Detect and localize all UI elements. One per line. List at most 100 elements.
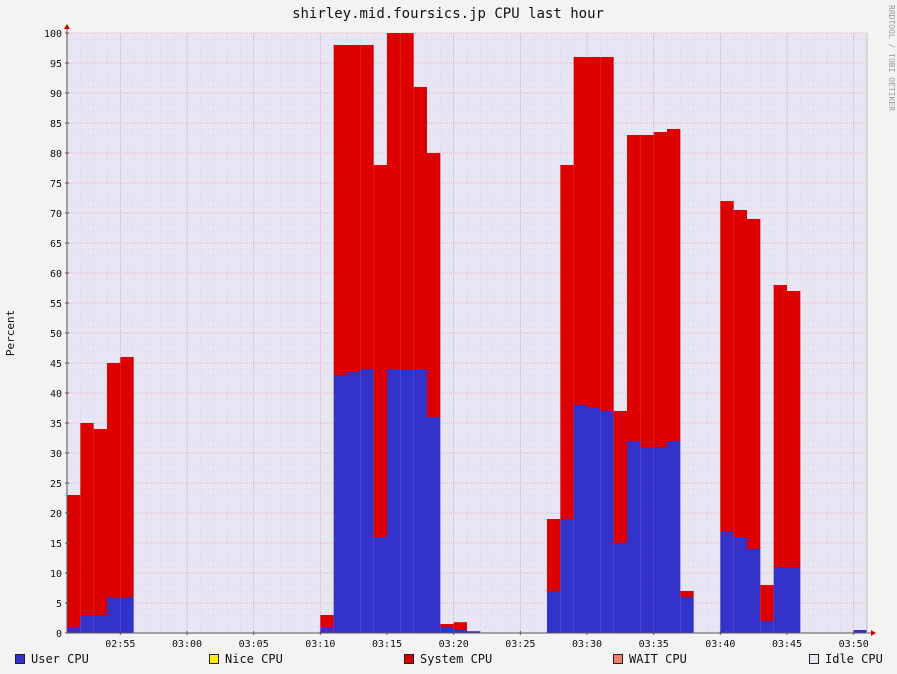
system-cpu-bar bbox=[67, 495, 81, 627]
x-tick-label: 03:25 bbox=[505, 639, 535, 648]
user-cpu-bar bbox=[773, 567, 787, 633]
user-cpu-bar bbox=[640, 447, 654, 633]
x-tick-label: 03:20 bbox=[439, 639, 469, 648]
user-cpu-bar bbox=[467, 631, 481, 633]
legend: User CPU Nice CPU System CPU WAIT CPU Id… bbox=[0, 651, 897, 667]
user-cpu-bar bbox=[667, 441, 681, 633]
y-tick-label: 80 bbox=[50, 149, 62, 160]
user-cpu-bar bbox=[547, 591, 561, 633]
x-tick-label: 03:15 bbox=[372, 639, 402, 648]
system-cpu-bar bbox=[747, 219, 761, 549]
system-cpu-bar bbox=[627, 135, 641, 441]
legend-label-system: System CPU bbox=[420, 652, 493, 666]
x-tick-label: 03:10 bbox=[305, 639, 335, 648]
system-cpu-bar bbox=[453, 622, 467, 630]
system-cpu-bar bbox=[773, 285, 787, 567]
legend-item-idle: Idle CPU bbox=[809, 651, 883, 667]
user-cpu-bar bbox=[333, 375, 347, 633]
user-cpu-bar bbox=[387, 369, 401, 633]
system-cpu-bar bbox=[653, 132, 667, 447]
y-tick-label: 50 bbox=[50, 329, 62, 340]
x-tick-label: 03:30 bbox=[572, 639, 602, 648]
y-tick-label: 15 bbox=[50, 539, 62, 550]
y-tick-label: 20 bbox=[50, 509, 62, 520]
y-tick-label: 55 bbox=[50, 299, 62, 310]
legend-item-wait: WAIT CPU bbox=[613, 651, 687, 667]
legend-label-nice: Nice CPU bbox=[225, 652, 283, 666]
y-axis-arrow bbox=[64, 24, 70, 29]
legend-swatch-user bbox=[15, 654, 25, 664]
user-cpu-bar bbox=[107, 597, 121, 633]
x-tick-label: 03:00 bbox=[172, 639, 202, 648]
legend-item-nice: Nice CPU bbox=[209, 651, 283, 667]
x-tick-label: 03:45 bbox=[772, 639, 802, 648]
user-cpu-bar bbox=[733, 537, 747, 633]
legend-label-idle: Idle CPU bbox=[825, 652, 883, 666]
legend-label-wait: WAIT CPU bbox=[629, 652, 687, 666]
user-cpu-bar bbox=[587, 408, 601, 633]
x-tick-label: 02:55 bbox=[105, 639, 135, 648]
user-cpu-bar bbox=[600, 411, 614, 633]
system-cpu-bar bbox=[400, 33, 414, 369]
system-cpu-bar bbox=[387, 33, 401, 369]
system-cpu-bar bbox=[373, 165, 387, 537]
system-cpu-bar bbox=[587, 57, 601, 408]
system-cpu-bar bbox=[640, 135, 654, 447]
user-cpu-bar bbox=[853, 630, 867, 633]
x-axis-arrow bbox=[871, 630, 876, 636]
system-cpu-bar bbox=[333, 45, 347, 375]
y-tick-label: 35 bbox=[50, 419, 62, 430]
y-tick-label: 10 bbox=[50, 569, 62, 580]
chart-title: shirley.mid.foursics.jp CPU last hour bbox=[292, 6, 604, 22]
legend-swatch-wait bbox=[613, 654, 623, 664]
system-cpu-bar bbox=[93, 429, 107, 615]
legend-swatch-nice bbox=[209, 654, 219, 664]
y-tick-label: 95 bbox=[50, 59, 62, 70]
y-tick-label: 60 bbox=[50, 269, 62, 280]
x-tick-label: 03:50 bbox=[839, 639, 869, 648]
system-cpu-bar bbox=[573, 57, 587, 405]
system-cpu-bar bbox=[427, 153, 441, 417]
legend-label-user: User CPU bbox=[31, 652, 89, 666]
y-tick-label: 40 bbox=[50, 389, 62, 400]
legend-item-system: System CPU bbox=[404, 651, 492, 667]
system-cpu-bar bbox=[80, 423, 94, 615]
cpu-chart: shirley.mid.foursics.jp CPU last hour RR… bbox=[4, 5, 896, 648]
y-tick-label: 90 bbox=[50, 89, 62, 100]
legend-swatch-idle bbox=[809, 654, 819, 664]
user-cpu-bar bbox=[613, 543, 627, 633]
user-cpu-bar bbox=[653, 447, 667, 633]
system-cpu-bar bbox=[600, 57, 614, 411]
user-cpu-bar bbox=[93, 615, 107, 633]
watermark: RRDTOOL / TOBI OETIKER bbox=[887, 5, 896, 111]
system-cpu-bar bbox=[360, 45, 374, 369]
system-cpu-bar bbox=[760, 585, 774, 621]
y-tick-label: 5 bbox=[56, 599, 62, 610]
user-cpu-bar bbox=[67, 627, 81, 633]
system-cpu-bar bbox=[120, 357, 134, 597]
legend-swatch-system bbox=[404, 654, 414, 664]
system-cpu-bar bbox=[107, 363, 121, 597]
user-cpu-bar bbox=[120, 597, 134, 633]
user-cpu-bar bbox=[453, 630, 467, 633]
y-tick-label: 45 bbox=[50, 359, 62, 370]
x-tick-label: 03:05 bbox=[239, 639, 269, 648]
user-cpu-bar bbox=[747, 549, 761, 633]
system-cpu-bar bbox=[547, 519, 561, 591]
y-tick-label: 100 bbox=[44, 29, 62, 40]
system-cpu-bar bbox=[347, 45, 361, 372]
user-cpu-bar bbox=[680, 597, 694, 633]
user-cpu-bar bbox=[720, 531, 734, 633]
x-tick-label: 03:40 bbox=[705, 639, 735, 648]
y-tick-label: 65 bbox=[50, 239, 62, 250]
user-cpu-bar bbox=[573, 405, 587, 633]
x-tick-label: 03:35 bbox=[639, 639, 669, 648]
data-layer bbox=[67, 33, 867, 633]
system-cpu-bar bbox=[320, 615, 334, 627]
user-cpu-bar bbox=[80, 615, 94, 633]
system-cpu-bar bbox=[440, 624, 454, 627]
user-cpu-bar bbox=[440, 627, 454, 633]
y-tick-label: 30 bbox=[50, 449, 62, 460]
y-tick-label: 75 bbox=[50, 179, 62, 190]
system-cpu-bar bbox=[613, 411, 627, 543]
